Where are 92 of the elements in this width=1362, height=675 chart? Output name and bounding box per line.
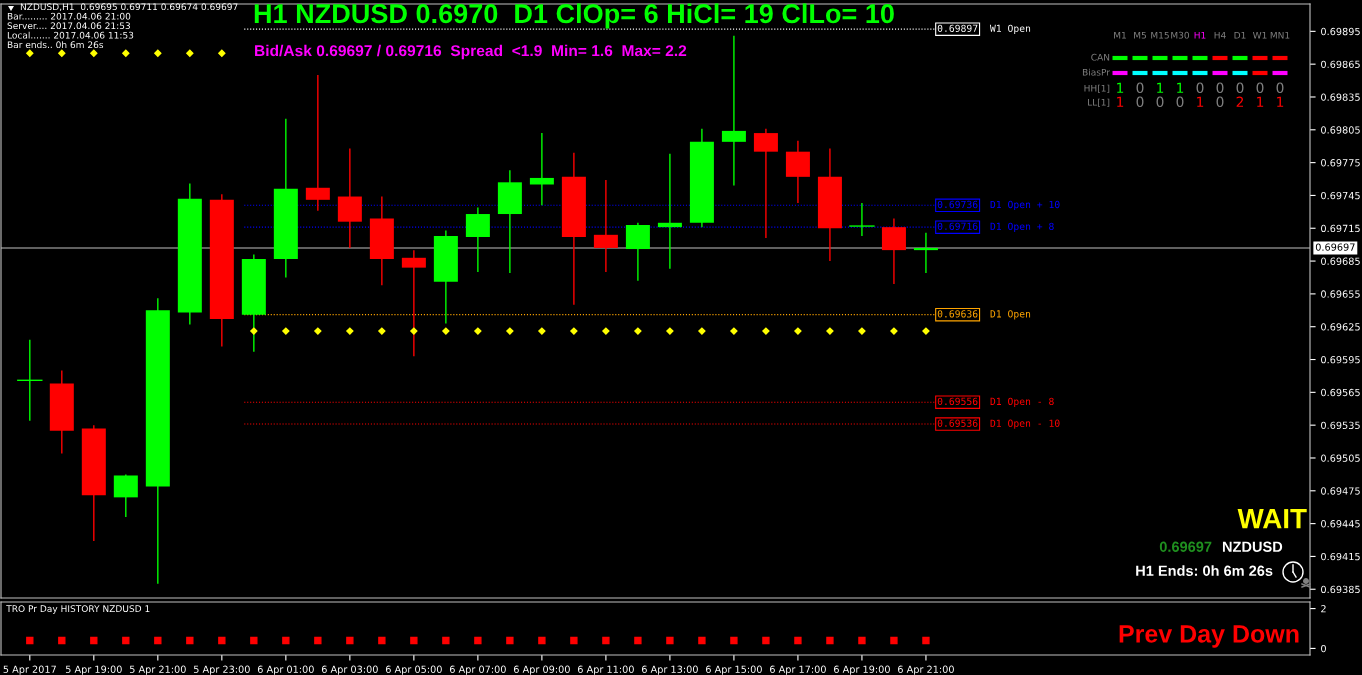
y-tick-label: 0.69655 <box>1321 290 1360 298</box>
annotation: 0.69536 <box>937 419 978 427</box>
x-tick-label: 6 Apr 09:00 <box>513 665 570 675</box>
data-label: 0 <box>1216 82 1224 94</box>
ref-line-label: D1 Open - 10 <box>990 419 1060 429</box>
annotation: Bar ends.. 0h 6m 26s <box>7 41 104 49</box>
data-label: 0 <box>1136 82 1144 94</box>
category-label: M30 <box>1171 31 1190 39</box>
annotation: 0.69697 <box>1159 541 1212 552</box>
y-tick-label: 0.69445 <box>1321 520 1360 528</box>
data-label: 1 <box>1117 82 1124 93</box>
annotation: Bar......... 2017.04.06 21:00 <box>7 12 131 20</box>
data-label: 1 <box>1257 96 1264 107</box>
y-tick-label: 0.69385 <box>1321 585 1360 594</box>
x-tick-label: 6 Apr 13:00 <box>641 665 698 675</box>
data-label: 0 <box>1136 96 1144 108</box>
text: LL[1] <box>1088 98 1110 107</box>
annotation: Local....... 2017.04.06 11:53 <box>7 31 134 39</box>
category-label: M15 <box>1151 31 1169 39</box>
text: HH[1] <box>1084 84 1110 93</box>
x-tick-label: 6 Apr 03:00 <box>321 665 378 675</box>
annotation: 0.69736 <box>937 200 978 209</box>
legend-label: CAN <box>1091 53 1110 61</box>
y-tick-label: 0.69745 <box>1321 191 1360 200</box>
data-label: 1 <box>1177 82 1184 93</box>
ref-line-label: W1 Open <box>989 24 1031 34</box>
legend-label: BiasPr <box>1082 68 1110 76</box>
annotation: NZDUSD <box>1222 541 1283 552</box>
x-tick-label: 6 Apr 11:00 <box>577 665 634 675</box>
data-label: 0 <box>1276 82 1284 94</box>
data-label: 0 <box>1196 82 1204 94</box>
x-tick-label: 6 Apr 19:00 <box>834 665 890 675</box>
data-label: 1 <box>1277 96 1284 107</box>
y-tick-label: 0.69805 <box>1321 126 1360 134</box>
data-label: 1 <box>1157 82 1164 93</box>
y-tick-label: 0.69475 <box>1321 487 1360 495</box>
y-tick-label: 0.69895 <box>1321 27 1360 36</box>
data-label: 1 <box>1117 96 1124 107</box>
y-tick-label: 0 <box>1321 644 1326 653</box>
data-label: 0 <box>1256 82 1264 94</box>
annotation: WAIT <box>1237 509 1307 529</box>
y-tick-label: 0.69715 <box>1321 224 1360 233</box>
ref-line-label: D1 Open <box>990 310 1031 320</box>
ref-line-label: D1 Open + 8 <box>990 222 1054 232</box>
data-label: 0 <box>1176 96 1184 108</box>
x-tick-label: 6 Apr 07:00 <box>449 665 506 675</box>
annotation: Server.... 2017.04.06 21:53 <box>7 22 130 30</box>
text: 0.69697 <box>1315 243 1355 251</box>
y-tick-label: 0.69775 <box>1321 159 1360 167</box>
x-tick-label: 6 Apr 17:00 <box>770 665 826 675</box>
x-tick-label: 5 Apr 2017 <box>3 665 56 675</box>
data-label: 2 <box>1236 96 1244 107</box>
y-tick-label: 2 <box>1321 605 1326 613</box>
data-label: 0 <box>1156 96 1164 108</box>
category-label: M1 <box>1114 31 1126 39</box>
x-tick-label: 5 Apr 21:00 <box>129 665 186 675</box>
annotation: Prev Day Down <box>1119 625 1299 648</box>
chart-title: TRO Pr Day HISTORY NZDUSD 1 <box>6 605 150 614</box>
data-label: 0 <box>1236 82 1244 94</box>
text: Bid/Ask 0.69697 / 0.69716 Spread <1.9 Min= 1.6 Max= 2.2 <box>255 44 687 60</box>
x-tick-label: 5 Apr 23:00 <box>193 665 250 675</box>
annotation: H1 Ends: 0h 6m 26s <box>1136 565 1273 576</box>
y-tick-label: 0.69865 <box>1321 60 1360 68</box>
category-label: M5 <box>1134 31 1146 39</box>
x-tick-label: 6 Apr 01:00 <box>257 665 314 675</box>
ref-line-label: D1 Open - 8 <box>990 397 1054 407</box>
y-tick-label: 0.69685 <box>1321 257 1360 265</box>
annotation: 0.69897 <box>937 24 978 33</box>
x-tick-label: 5 Apr 19:00 <box>65 665 122 675</box>
category-label: W1 <box>1252 31 1267 39</box>
category-label: D1 <box>1234 31 1246 39</box>
y-tick-label: 0.69505 <box>1321 454 1360 462</box>
y-tick-label: 0.69415 <box>1321 552 1360 561</box>
category-label: MN1 <box>1270 31 1290 39</box>
y-tick-label: 0.69565 <box>1321 388 1360 397</box>
category-label: H4 <box>1214 31 1226 39</box>
y-tick-label: 0.69535 <box>1321 421 1360 429</box>
y-tick-label: 0.69625 <box>1321 323 1360 331</box>
annotation: NZDUSD,H1 0.69695 0.69711 0.69674 0.69697 <box>20 3 238 12</box>
annotation: 0.69716 <box>937 222 978 231</box>
data-label: 0 <box>1216 96 1224 108</box>
x-tick-label: 6 Apr 21:00 <box>898 665 954 675</box>
y-tick-label: 0.69595 <box>1321 356 1360 364</box>
annotation: 0.69636 <box>937 310 978 318</box>
x-tick-label: 6 Apr 05:00 <box>385 665 442 675</box>
ref-line-label: D1 Open + 10 <box>990 200 1060 211</box>
x-tick-label: 6 Apr 15:00 <box>705 665 762 675</box>
y-tick-label: 0.69835 <box>1321 93 1360 101</box>
annotation: 0.69556 <box>937 397 978 406</box>
chart-title: H1 NZDUSD 0.6970 D1 ClOp= 6 HiCl= 19 ClLo= 10 <box>254 3 894 29</box>
data-label: 1 <box>1197 96 1204 107</box>
category-label: H1 <box>1194 31 1206 39</box>
